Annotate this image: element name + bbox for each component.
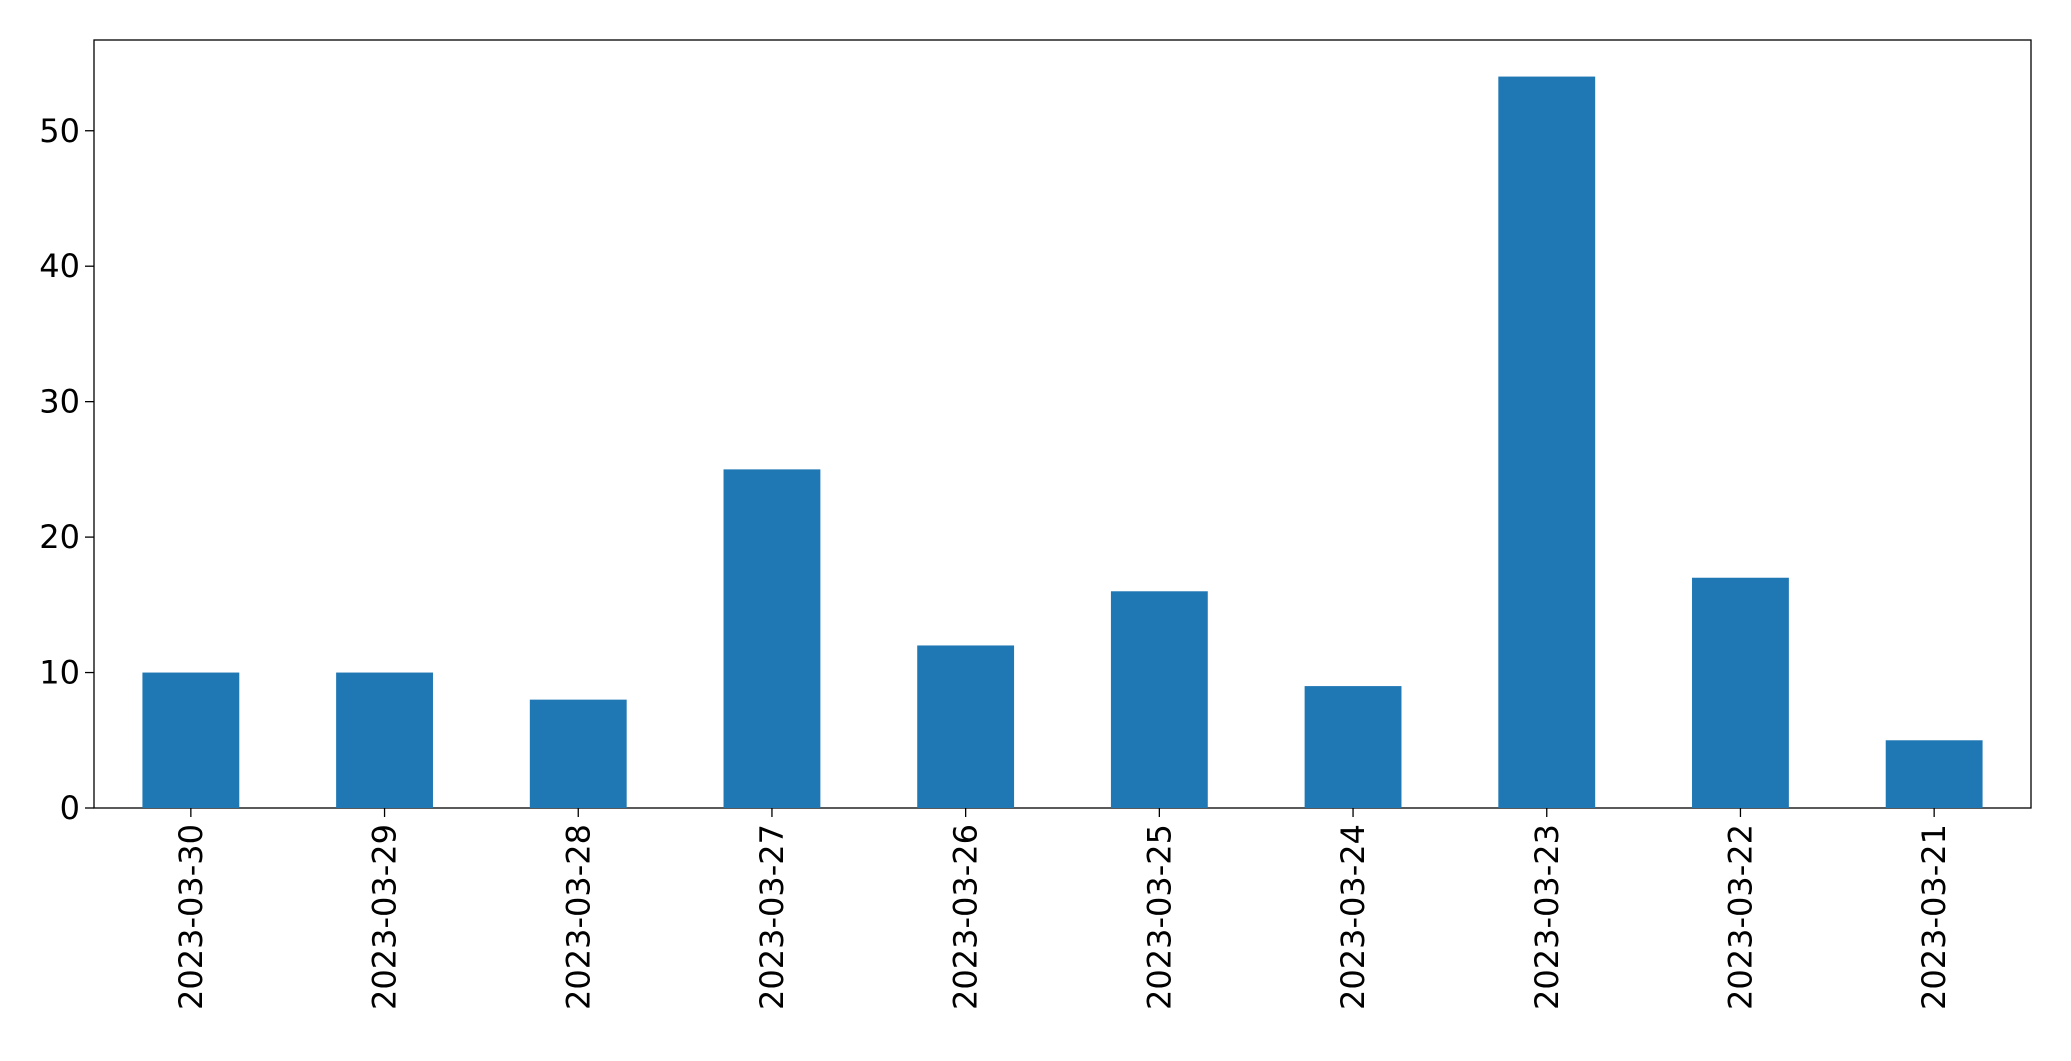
y-tick-label: 0	[60, 789, 80, 827]
y-tick-label: 30	[39, 383, 80, 421]
bar	[529, 699, 627, 808]
y-tick-label: 40	[39, 247, 80, 285]
bar	[1304, 686, 1402, 808]
x-tick-label: 2023-03-30	[172, 824, 210, 1010]
y-tick-label: 20	[39, 518, 80, 556]
bar	[723, 469, 821, 808]
bar	[142, 672, 240, 808]
bar	[1885, 740, 1983, 808]
bar	[917, 645, 1015, 808]
bar	[1498, 76, 1596, 809]
x-tick-label: 2023-03-22	[1721, 824, 1759, 1010]
x-tick-label: 2023-03-24	[1334, 824, 1372, 1010]
x-tick-label: 2023-03-29	[366, 824, 404, 1010]
y-tick-label: 10	[39, 654, 80, 692]
bar	[1110, 591, 1208, 808]
x-tick-label: 2023-03-28	[559, 824, 597, 1010]
plot-frame	[93, 39, 2032, 809]
bar	[1692, 577, 1789, 808]
x-tick-label: 2023-03-27	[753, 824, 791, 1010]
x-tick-label: 2023-03-23	[1528, 824, 1566, 1010]
y-tick-label: 50	[39, 112, 80, 150]
x-tick-label: 2023-03-25	[1140, 824, 1178, 1010]
bar	[336, 672, 433, 808]
x-tick-label: 2023-03-26	[947, 824, 985, 1010]
x-tick-label: 2023-03-21	[1915, 824, 1953, 1010]
